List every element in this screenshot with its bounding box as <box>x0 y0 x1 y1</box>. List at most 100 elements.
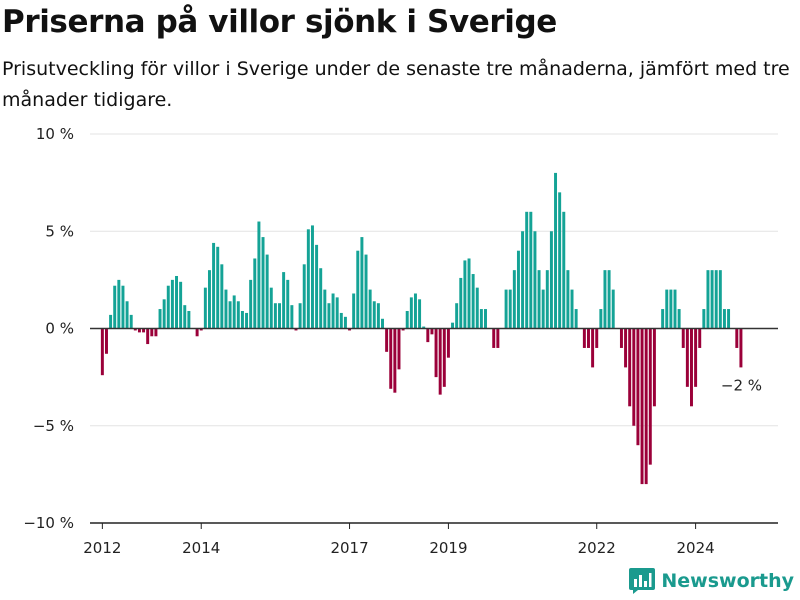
bar <box>372 301 376 329</box>
bar <box>459 277 463 329</box>
bar <box>599 309 603 329</box>
bar <box>162 299 166 329</box>
bar <box>558 192 562 329</box>
bar <box>310 225 314 329</box>
bar <box>537 270 541 329</box>
bar <box>484 309 487 329</box>
bar <box>195 328 199 337</box>
bar <box>673 289 677 329</box>
bar <box>203 287 207 329</box>
bar <box>376 303 380 329</box>
bar <box>669 289 673 329</box>
bars <box>100 172 743 485</box>
bar <box>652 328 656 407</box>
bar <box>438 328 442 395</box>
bar <box>496 328 500 348</box>
y-tick-label: 0 % <box>45 320 74 338</box>
bar <box>385 328 389 352</box>
brand-name: Newsworthy <box>661 570 794 592</box>
bar <box>286 279 290 329</box>
bar <box>232 295 236 329</box>
bar <box>455 303 459 329</box>
bar <box>278 303 281 329</box>
axes: 10 % 5 % 0 % −5 % −10 % 2012 2014 2017 2019 2022 2… <box>23 125 778 557</box>
bar <box>335 297 339 329</box>
x-tick-label: 2022 <box>578 539 616 557</box>
bar <box>348 328 352 331</box>
bar <box>405 310 409 329</box>
bar <box>698 328 702 348</box>
bar <box>257 221 261 329</box>
bar <box>368 289 372 329</box>
bar-chart-logo-icon <box>629 568 656 594</box>
bar <box>129 314 133 329</box>
y-tick-label: −5 % <box>33 417 74 435</box>
bar <box>364 254 368 329</box>
bar <box>331 293 335 329</box>
bar <box>397 328 401 370</box>
bar <box>282 272 286 329</box>
bar <box>603 270 607 329</box>
bar <box>294 328 298 331</box>
bar <box>702 309 706 329</box>
y-tick-label: −10 % <box>23 514 74 532</box>
bar <box>113 285 117 329</box>
bar <box>681 328 685 348</box>
bar <box>154 328 158 337</box>
bar <box>533 231 537 329</box>
x-tick-label: 2014 <box>182 539 220 557</box>
bar <box>471 274 475 329</box>
bar <box>393 328 397 393</box>
y-tick-label: 5 % <box>45 222 74 240</box>
bar <box>352 293 356 329</box>
bar <box>298 303 302 329</box>
bar <box>356 250 360 329</box>
bar <box>422 326 426 329</box>
bar <box>212 242 216 329</box>
bar <box>694 328 698 387</box>
bar <box>549 231 553 329</box>
bar <box>224 289 228 329</box>
bar <box>504 289 508 329</box>
bar <box>525 211 529 329</box>
bar <box>479 309 483 329</box>
x-tick-label: 2012 <box>83 539 121 557</box>
chart-title: Priserna på villor sjönk i Sverige <box>2 4 557 40</box>
x-tick-label: 2024 <box>677 539 715 557</box>
bar <box>166 285 170 329</box>
bar <box>265 254 269 329</box>
bar <box>315 244 319 329</box>
bar <box>253 258 257 329</box>
bar <box>228 301 232 329</box>
bar <box>516 250 520 329</box>
bar <box>117 279 121 329</box>
bar <box>418 299 422 329</box>
bar <box>636 328 640 446</box>
bar <box>158 309 162 329</box>
bar <box>690 328 693 407</box>
bar <box>562 211 566 329</box>
bar <box>240 310 244 329</box>
bar <box>343 316 347 329</box>
bar <box>628 328 632 407</box>
bar <box>541 289 545 329</box>
bar <box>739 328 743 368</box>
bar <box>273 303 277 329</box>
bar <box>302 264 306 329</box>
bar <box>170 279 174 329</box>
bar <box>554 172 558 329</box>
bar <box>529 211 533 329</box>
bar <box>434 328 438 378</box>
bar <box>306 229 310 329</box>
newsworthy-logo[interactable]: Newsworthy <box>629 568 794 594</box>
bar <box>109 314 113 329</box>
bar <box>220 264 224 329</box>
bar <box>269 287 273 329</box>
bar <box>187 310 191 329</box>
bar <box>413 293 417 329</box>
bar <box>475 287 479 329</box>
bar <box>710 270 714 329</box>
bar <box>632 328 636 426</box>
bar <box>442 328 446 387</box>
